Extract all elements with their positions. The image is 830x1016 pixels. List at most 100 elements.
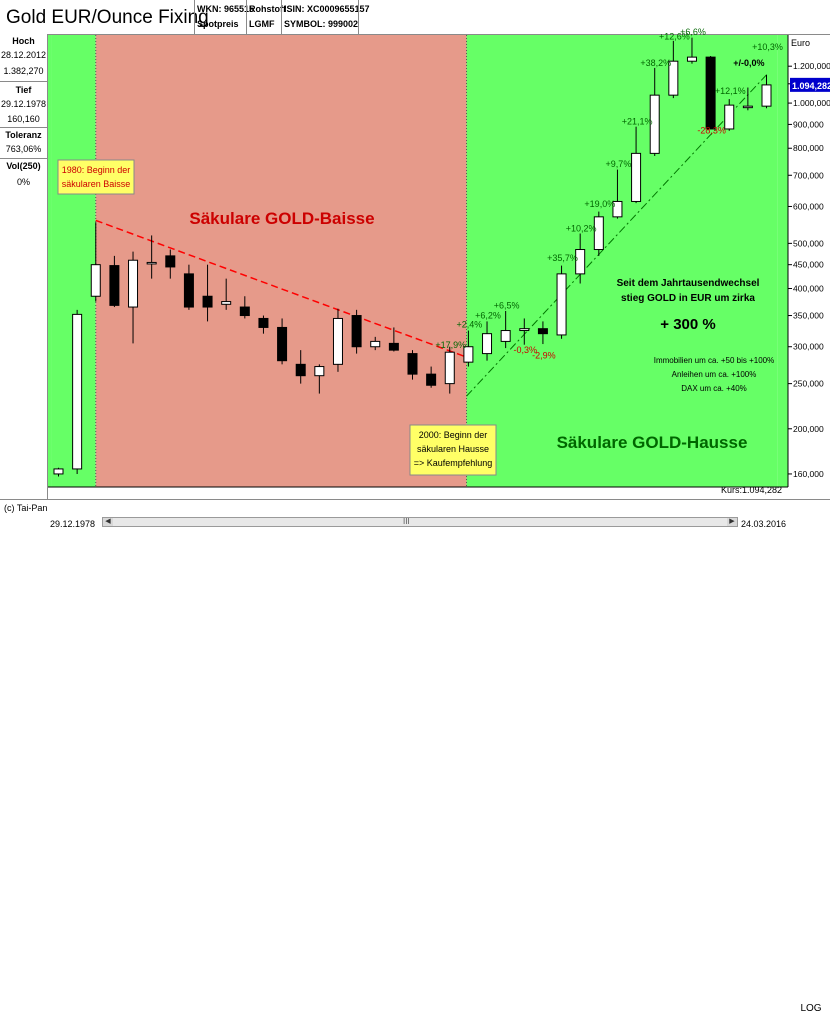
candle-1979 [72, 309, 83, 474]
percent-label-2001: +6,2% [475, 310, 501, 320]
percent-label-2009: +21,1% [622, 116, 653, 126]
current-price-badge [790, 77, 830, 92]
candle-body [724, 104, 735, 130]
candle-body [295, 363, 306, 377]
info-line1: Seit dem Jahrtausendwechsel [617, 278, 760, 289]
baisse-title: Säkulare GOLD-Baisse [189, 209, 374, 228]
candle-1991 [295, 350, 306, 384]
isin-label: ISIN: XC0009655157 [284, 4, 370, 14]
percent-label-2013: -28,3% [697, 126, 726, 136]
current-price-label: 1.094,282 [792, 81, 830, 91]
candle-2015 [742, 87, 753, 111]
candle-2001 [482, 321, 493, 361]
candle-body [53, 468, 64, 475]
candle-body [146, 261, 157, 265]
wkn-label: WKN: 965515 [197, 4, 255, 14]
candle-1984 [165, 249, 176, 279]
candle-1999 [444, 346, 455, 394]
candle-1995 [370, 336, 381, 351]
candle-body [277, 326, 288, 362]
trend-lines [95, 74, 767, 397]
zone-green [466, 35, 778, 487]
candle-body [221, 301, 232, 305]
header-divider [246, 0, 247, 34]
tolerance-label: Toleranz [5, 130, 42, 140]
quote-type-label: Spotpreis [197, 19, 239, 29]
candle-body [202, 295, 213, 308]
start-date: 29.12.1978 [50, 519, 96, 529]
info-line3: + 300 % [660, 316, 715, 333]
candle-body [407, 353, 418, 375]
low-value: 160,160 [7, 114, 40, 124]
candle-body [444, 351, 455, 385]
candle-body [593, 216, 604, 251]
compare-line1: Immobilien um ca. +50 bis +100% [654, 356, 775, 365]
candle-body [426, 373, 437, 386]
percent-label-2008: +9,7% [606, 159, 632, 169]
candle-body [575, 249, 586, 275]
candle-1986 [202, 264, 213, 322]
high-label: Hoch [12, 36, 35, 46]
percent-label-2005: +35,7% [547, 253, 578, 263]
candle-body [165, 255, 176, 268]
candle-2012 [686, 37, 697, 64]
candle-2011 [668, 40, 679, 99]
hausse-note-box: 2000: Beginn der säkularen Hausse => Kau… [409, 424, 497, 476]
percent-label-2006: +10,2% [566, 224, 597, 234]
candle-body [314, 366, 325, 377]
percent-label-2010: +38,2% [640, 58, 671, 68]
candle-body [556, 273, 567, 336]
scroll-left-button[interactable]: ◀ [103, 518, 113, 526]
percent-label-2012: +6,6% [680, 27, 706, 37]
percent-label-2015: +/-0,0% [733, 58, 764, 68]
y-tick-label: 900,000 [793, 119, 824, 129]
scroll-right-button[interactable]: ▶ [727, 518, 737, 526]
compare-line2: Anleihen um ca. +100% [672, 370, 757, 379]
y-tick-label: 250,000 [793, 379, 824, 389]
y-tick-label: 700,000 [793, 170, 824, 180]
candle-1978 [53, 467, 64, 477]
candle-body [332, 317, 343, 365]
price-chart[interactable]: +17,9% +2,4%+6,2%+6,5% -0,3%-2,9% +35,7% +10… [0, 0, 830, 532]
y-tick-label: 800,000 [793, 143, 824, 153]
hausse-note-line1: 2000: Beginn der [419, 430, 488, 440]
candle-1987 [221, 278, 232, 310]
hausse-note-line3: => Kaufempfehlung [414, 458, 493, 468]
candle-2013 [705, 56, 716, 130]
candle-2009 [631, 126, 642, 204]
candle-body [612, 200, 623, 218]
percent-label-1999: +17,9% [435, 340, 466, 350]
percent-label-2003: -0,3% [514, 345, 538, 355]
footer-bar: (c) Tai-Pan 29.12.1978 24.03.2016 LOG [0, 499, 830, 1014]
percent-label-2004: -2,9% [532, 351, 556, 361]
candle-body [500, 330, 511, 342]
y-tick-label: 350,000 [793, 311, 824, 321]
zone-backgrounds [48, 35, 788, 487]
candle-body [705, 56, 716, 130]
time-scrollbar[interactable]: ◀ ▶ III [102, 517, 738, 527]
candle-body [631, 152, 642, 202]
scroll-thumb-mark[interactable]: III [403, 517, 410, 526]
candle-body [482, 333, 493, 355]
copyright-label: (c) Tai-Pan [4, 503, 48, 513]
candle-1988 [239, 296, 250, 319]
candle-body [519, 328, 530, 332]
candle-2014 [724, 99, 735, 131]
candle-2016 [761, 74, 772, 109]
candle-body [388, 342, 399, 351]
percent-label-2002: +6,5% [494, 301, 520, 311]
header-divider [281, 0, 282, 34]
symbol-label: SYMBOL: 999002 [284, 19, 359, 29]
candle-2008 [612, 169, 623, 219]
y-tick-label: 1.200,000 [793, 61, 830, 71]
y-axis-unit: Euro [791, 38, 810, 48]
candle-body [72, 313, 83, 470]
candle-1992 [314, 364, 325, 394]
candle-body [128, 259, 139, 308]
y-tick-label: 600,000 [793, 201, 824, 211]
candle-body [109, 265, 120, 306]
candle-2003 [519, 318, 530, 345]
y-tick-label: 160,000 [793, 469, 824, 479]
log-scale-button[interactable]: LOG [800, 1003, 822, 1014]
divider [0, 81, 47, 82]
